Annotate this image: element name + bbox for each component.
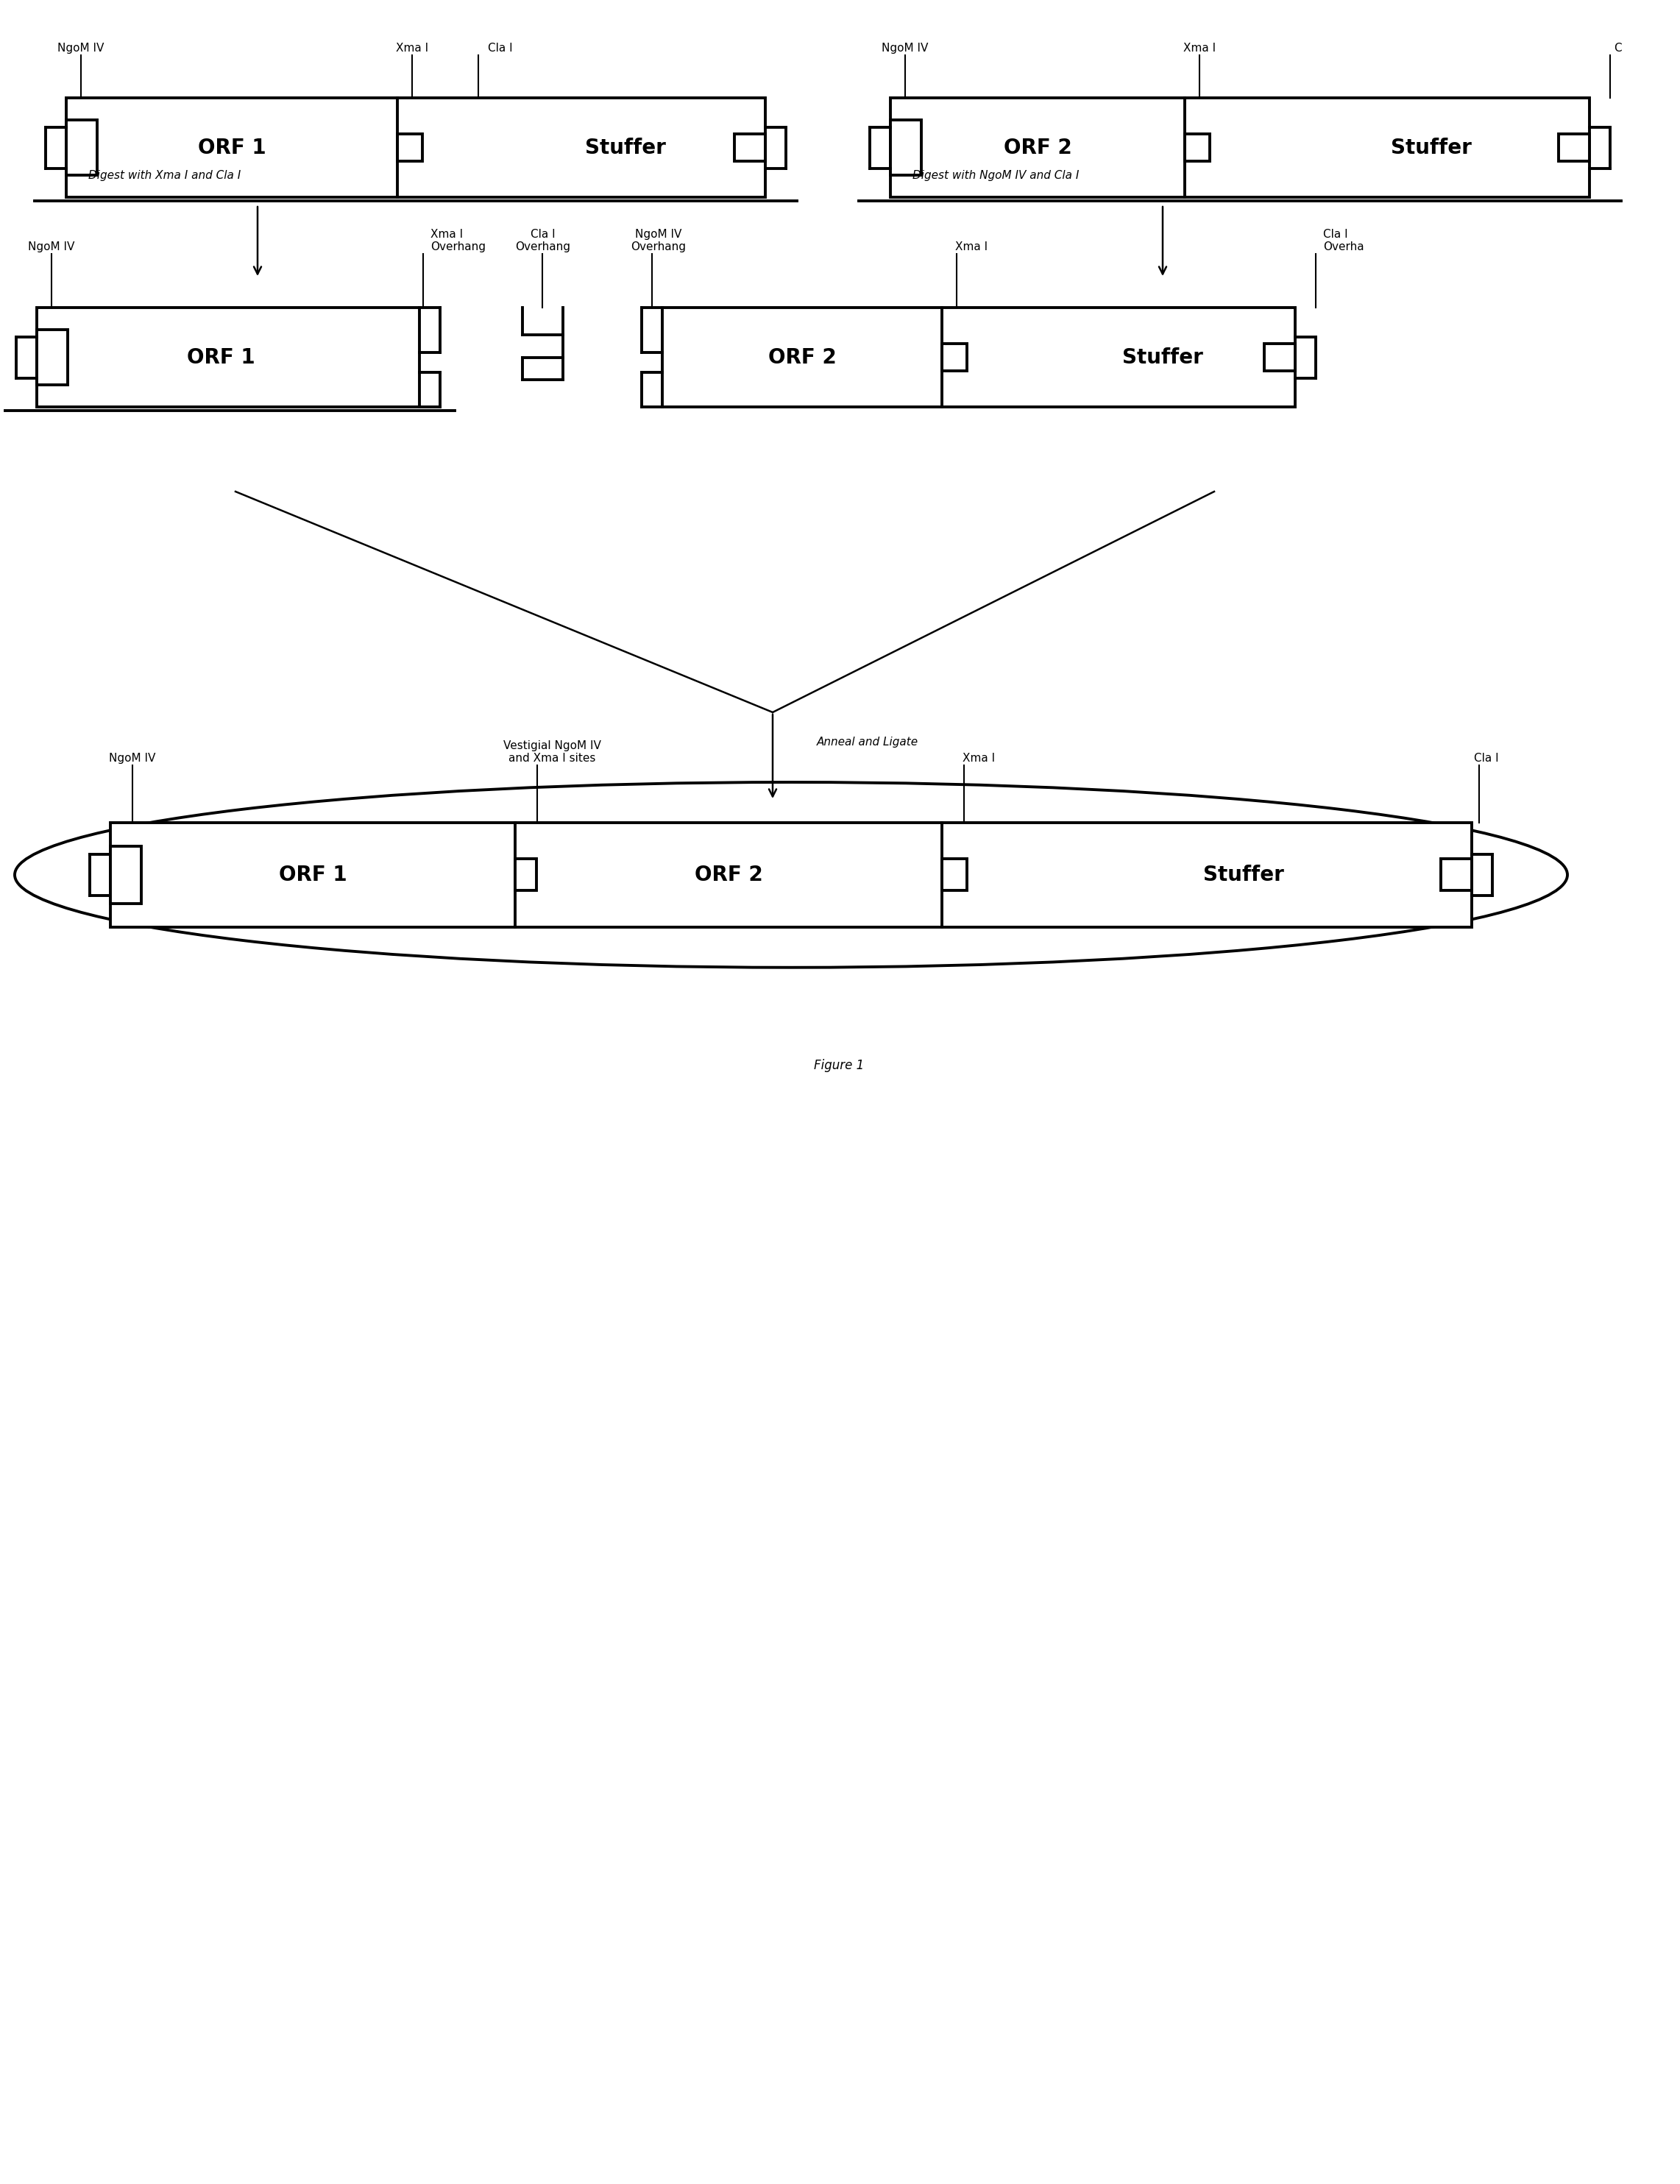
Text: Xma I
Overhang: Xma I Overhang: [430, 229, 486, 253]
Bar: [1441, 858, 1472, 891]
Bar: [111, 845, 141, 904]
Text: Digest with Xma I and Cla I: Digest with Xma I and Cla I: [89, 170, 240, 181]
Bar: [66, 98, 766, 197]
Text: ORF 1: ORF 1: [279, 865, 346, 885]
Text: Stuffer: Stuffer: [1122, 347, 1203, 367]
Text: Stuffer: Stuffer: [1391, 138, 1472, 157]
Text: Digest with NgoM IV and Cla I: Digest with NgoM IV and Cla I: [912, 170, 1079, 181]
Bar: [37, 308, 420, 406]
Bar: [398, 133, 422, 162]
Text: Xma I: Xma I: [963, 753, 995, 764]
Text: Xma I: Xma I: [396, 44, 428, 55]
Text: ORF 2: ORF 2: [768, 347, 837, 367]
Text: ORF 1: ORF 1: [198, 138, 265, 157]
Text: Vestigial NgoM IV
and Xma I sites: Vestigial NgoM IV and Xma I sites: [502, 740, 601, 764]
Text: NgoM IV: NgoM IV: [882, 44, 929, 55]
Bar: [942, 858, 966, 891]
Text: Cla I: Cla I: [487, 44, 512, 55]
Text: C: C: [1614, 44, 1621, 55]
Text: ORF 2: ORF 2: [1003, 138, 1072, 157]
Text: Xma I: Xma I: [1183, 44, 1216, 55]
Text: Cla I
Overhang: Cla I Overhang: [516, 229, 570, 253]
Bar: [662, 308, 1295, 406]
Text: Xma I: Xma I: [956, 242, 988, 253]
Bar: [66, 120, 97, 175]
Bar: [1184, 133, 1210, 162]
Bar: [890, 120, 921, 175]
Text: ORF 2: ORF 2: [694, 865, 763, 885]
Bar: [734, 133, 766, 162]
Bar: [516, 858, 536, 891]
Text: NgoM IV: NgoM IV: [29, 242, 76, 253]
Text: Cla I: Cla I: [1473, 753, 1499, 764]
Text: Anneal and Ligate: Anneal and Ligate: [816, 736, 919, 747]
Bar: [111, 823, 1472, 926]
Bar: [1559, 133, 1589, 162]
Text: ORF 1: ORF 1: [186, 347, 255, 367]
Ellipse shape: [15, 782, 1567, 968]
Bar: [942, 343, 966, 371]
Text: NgoM IV: NgoM IV: [57, 44, 104, 55]
Text: Stuffer: Stuffer: [1203, 865, 1284, 885]
Text: NgoM IV
Overhang: NgoM IV Overhang: [632, 229, 685, 253]
Bar: [1265, 343, 1295, 371]
Text: Cla I
Overha: Cla I Overha: [1324, 229, 1364, 253]
Bar: [890, 98, 1589, 197]
Bar: [37, 330, 67, 384]
Text: NgoM IV: NgoM IV: [109, 753, 156, 764]
Text: Figure 1: Figure 1: [813, 1059, 864, 1072]
Text: Stuffer: Stuffer: [585, 138, 665, 157]
